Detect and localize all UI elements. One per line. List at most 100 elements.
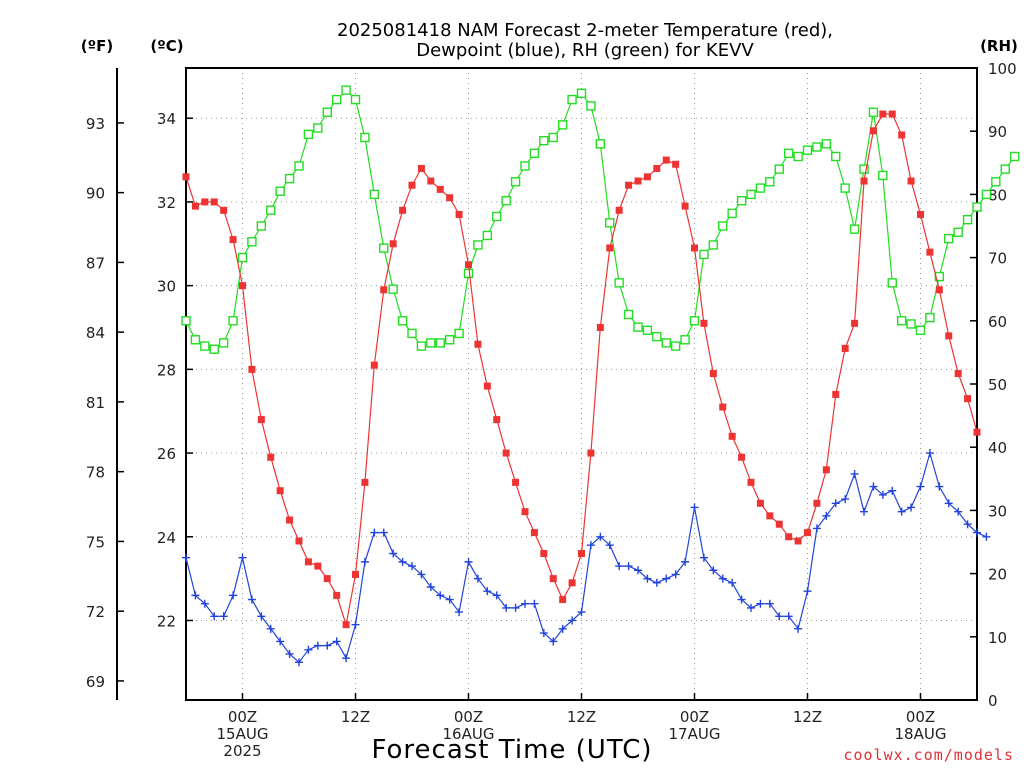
celsius-tick-label: 30 [157, 278, 176, 296]
rh-point [755, 183, 766, 193]
rh-point [896, 316, 907, 326]
dewpoint-point [756, 599, 765, 608]
rh-point [275, 186, 285, 196]
x-tick-label: 00Z [454, 708, 483, 726]
dewpoint-point [455, 608, 464, 617]
temperature-point [596, 323, 604, 331]
rh-point [991, 177, 1001, 187]
temperature-point [399, 206, 407, 214]
rh-point [821, 139, 832, 149]
dewpoint-point [313, 641, 322, 650]
temperature-point [502, 449, 510, 457]
dewpoint-point [276, 637, 285, 646]
temperature-point [465, 261, 472, 269]
dewpoint-point [436, 591, 445, 600]
rh-point [614, 278, 624, 288]
rh-point [934, 271, 945, 282]
temperature-point [587, 449, 595, 457]
dewpoint-point [521, 599, 529, 608]
temperature-point [945, 332, 953, 340]
dewpoint-point [784, 612, 793, 621]
rh-tick-label: 10 [988, 629, 1007, 647]
rh-point [529, 148, 540, 159]
rh-point [708, 240, 719, 250]
temperature-point [267, 453, 275, 461]
rh-point [736, 196, 747, 206]
rh-point [783, 148, 794, 159]
rh-point [200, 341, 210, 351]
dewpoint-point [605, 541, 614, 550]
rh-point [294, 161, 304, 171]
dewpoint-point [483, 587, 492, 596]
temperature-point [973, 428, 981, 436]
temperature-point [794, 537, 802, 545]
temperature-point [625, 181, 633, 189]
dewpoint-point [935, 482, 944, 491]
temperature-point [860, 177, 868, 185]
temperature-point [917, 210, 924, 218]
rh-axis-unit: (RH) [980, 37, 1018, 55]
temperature-point [276, 487, 284, 495]
rh-point [1000, 164, 1010, 174]
temperature-point [333, 591, 341, 599]
temperature-point [304, 558, 312, 566]
rh-point [435, 338, 445, 348]
temperature-point [643, 173, 651, 181]
rh-point [793, 151, 803, 162]
x-tick-label: 17AUG [669, 725, 721, 743]
rh-tick-label: 90 [988, 123, 1007, 141]
fahrenheit-tick-label: 69 [86, 673, 105, 691]
temperature-point [662, 156, 670, 164]
dewpoint-point [662, 574, 671, 583]
rh-point [652, 331, 662, 342]
dewpoint-point [182, 553, 190, 562]
dewpoint-point [191, 591, 200, 600]
temperature-point [756, 499, 764, 507]
rh-point [510, 177, 521, 187]
temperature-point [634, 177, 642, 185]
rh-point [473, 240, 483, 250]
dewpoint-point [285, 649, 294, 658]
dewpoint-point [624, 562, 633, 571]
temperature-point [964, 395, 972, 403]
rh-point [379, 243, 389, 253]
celsius-axis-unit: (ºC) [150, 37, 183, 55]
dewpoint-point [699, 553, 708, 562]
rh-point [256, 221, 267, 231]
dewpoint-point [822, 511, 831, 520]
temperature-point [813, 499, 821, 507]
rh-point [831, 151, 841, 162]
rh-point [266, 205, 276, 215]
rh-point [962, 214, 973, 225]
dewpoint-point [473, 574, 482, 583]
rh-point [670, 341, 681, 351]
rh-point [341, 85, 351, 95]
temperature-point [521, 508, 529, 516]
rh-point [331, 94, 342, 105]
dewpoint-point [210, 612, 219, 621]
x-axis-title: Forecast Time (UTC) [371, 735, 652, 765]
dewpoint-point [426, 582, 435, 591]
fahrenheit-tick-label: 84 [86, 324, 105, 342]
fahrenheit-tick-label: 81 [86, 394, 105, 412]
temperature-point [474, 340, 482, 348]
temperature-point [935, 286, 943, 294]
dewpoint-series [182, 449, 991, 667]
rh-tick-label: 20 [988, 566, 1007, 584]
dewpoint-point [812, 524, 821, 533]
dewpoint-point [370, 528, 379, 537]
rh-point [492, 211, 502, 222]
dewpoint-point [266, 624, 275, 633]
temperature-point [926, 248, 934, 256]
dewpoint-point [257, 612, 266, 621]
temperature-point [559, 596, 567, 604]
x-tick-label: 00Z [906, 708, 935, 726]
rh-point [774, 164, 784, 174]
rh-point [237, 252, 248, 263]
x-tick-label: 2025 [223, 742, 261, 760]
rh-point [878, 170, 888, 181]
rh-point [539, 135, 549, 146]
series-line [185, 89, 1016, 350]
temperature-point [804, 529, 811, 537]
temperature-point [483, 382, 491, 390]
